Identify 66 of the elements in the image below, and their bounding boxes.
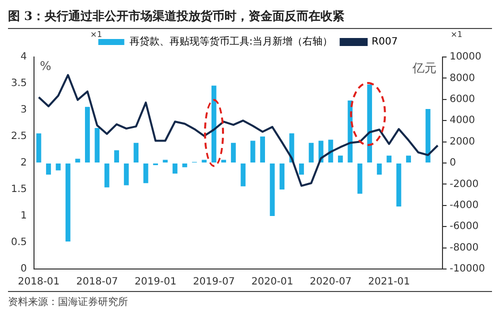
legend-label: 再贷款、再贴现等货币工具:当月新增（右轴） bbox=[129, 36, 333, 48]
bar bbox=[396, 164, 402, 206]
text: 资料来源：国海证券研究所 bbox=[8, 291, 492, 309]
y-tick-label: 4 bbox=[20, 52, 27, 63]
bar bbox=[240, 164, 246, 186]
bar bbox=[357, 164, 362, 194]
bar bbox=[221, 160, 226, 162]
bar bbox=[426, 108, 430, 162]
y2-tick-label: 0 bbox=[450, 158, 456, 169]
bar bbox=[134, 142, 139, 162]
y-tick-label: 3.5 bbox=[10, 78, 27, 90]
y2-tick-label: 2000 bbox=[450, 136, 476, 148]
y2-tick-label: -4000 bbox=[450, 200, 479, 211]
bar bbox=[367, 84, 372, 162]
chart-title: 图 3：央行通过非公开市场渠道投放货币时，资金面反而在收紧 bbox=[8, 8, 492, 29]
y-tick-label: 2 bbox=[20, 158, 27, 169]
bar bbox=[270, 164, 275, 216]
bar bbox=[280, 164, 284, 190]
bar bbox=[328, 140, 334, 162]
legend-label: R007 bbox=[372, 36, 398, 48]
y-tick-label: 0.5 bbox=[10, 237, 27, 248]
y2-tick-label: -10000 bbox=[450, 264, 485, 275]
y-tick-label: 1 bbox=[20, 210, 27, 222]
bar bbox=[124, 164, 129, 186]
x-tick-label: 2021-01 bbox=[368, 276, 410, 288]
x-tick-label: 2018-07 bbox=[76, 276, 118, 288]
bar bbox=[338, 156, 343, 162]
bar bbox=[230, 142, 236, 162]
bar bbox=[36, 133, 42, 162]
y-tick-label: 1.5 bbox=[10, 184, 27, 196]
y2-tick-label: -6000 bbox=[450, 221, 479, 232]
x-tick-label: 2018-01 bbox=[18, 276, 60, 288]
bar bbox=[114, 150, 120, 162]
bar bbox=[406, 156, 411, 162]
bar bbox=[299, 164, 304, 175]
x-tick-label: 2019-07 bbox=[193, 276, 235, 288]
y2-tick-label: -8000 bbox=[450, 242, 479, 254]
text: ×1 bbox=[450, 30, 462, 40]
bar bbox=[143, 164, 148, 184]
bar bbox=[84, 106, 90, 162]
y2-tick-label: 4000 bbox=[450, 115, 476, 126]
bar bbox=[46, 164, 51, 175]
bar bbox=[104, 164, 110, 188]
bar bbox=[94, 128, 100, 162]
y-tick-label: 2.5 bbox=[10, 131, 27, 142]
bar bbox=[211, 86, 216, 162]
bar bbox=[260, 136, 265, 162]
bar bbox=[66, 164, 70, 242]
x-tick-label: 2019-01 bbox=[134, 276, 176, 288]
y2-tick-label: -2000 bbox=[450, 178, 479, 190]
x-tick-label: 2020-01 bbox=[251, 276, 294, 288]
x-tick-label: 2020-07 bbox=[310, 276, 352, 288]
y-axis-title: % bbox=[40, 59, 52, 74]
bar bbox=[56, 164, 61, 170]
y-tick-label: 3 bbox=[20, 104, 27, 116]
bar bbox=[172, 164, 178, 174]
text: ×1 bbox=[90, 30, 102, 40]
bar bbox=[308, 142, 314, 162]
y2-axis-title: 亿元 bbox=[412, 61, 437, 76]
bar bbox=[376, 164, 382, 175]
y2-tick-label: 10000 bbox=[450, 52, 482, 63]
bar bbox=[386, 156, 392, 162]
y2-tick-label: 6000 bbox=[450, 94, 476, 105]
y2-tick-label: 8000 bbox=[450, 72, 476, 84]
bar bbox=[250, 140, 256, 162]
y-tick-label: 0 bbox=[20, 264, 27, 275]
